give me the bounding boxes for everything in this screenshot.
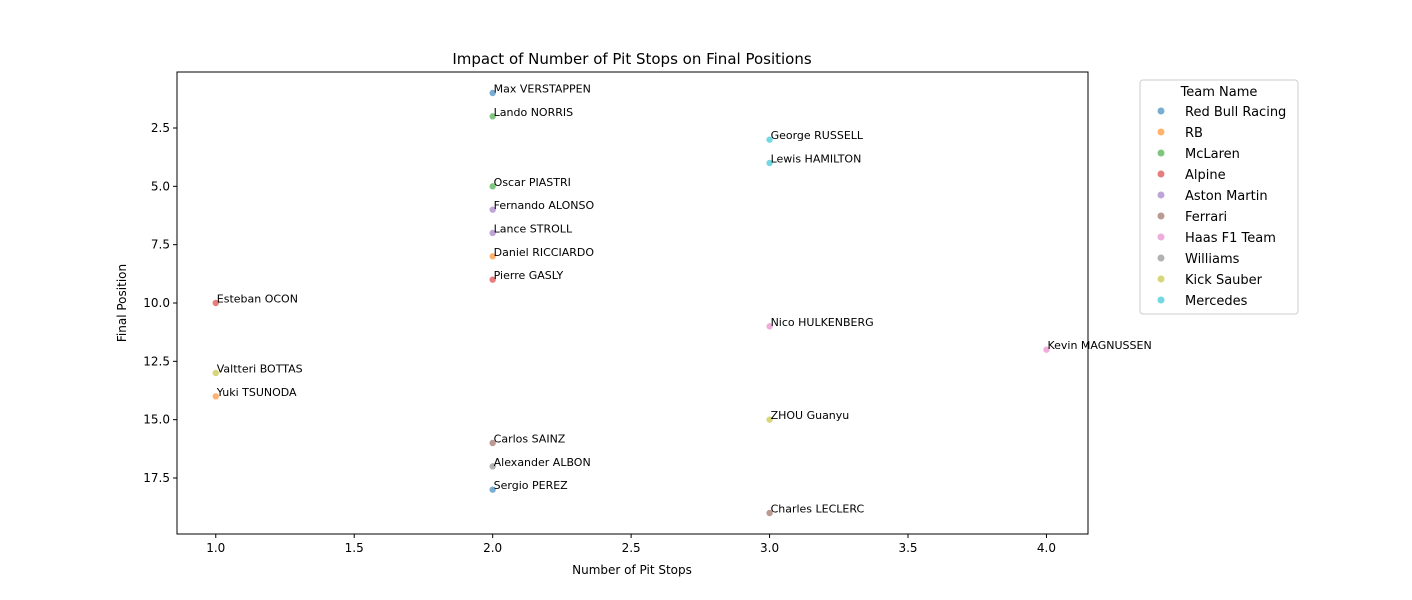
- legend-marker: [1157, 254, 1165, 262]
- legend-label: RB: [1185, 126, 1203, 141]
- data-point: [765, 322, 774, 331]
- data-point: [765, 509, 774, 517]
- y-tick-label: 7.5: [151, 238, 170, 252]
- point-label: Alexander ALBON: [494, 456, 591, 469]
- legend-label: Kick Sauber: [1185, 273, 1263, 288]
- point-label: ZHOU Guanyu: [771, 409, 850, 422]
- data-point: [765, 159, 774, 167]
- point-label: Fernando ALONSO: [494, 199, 595, 212]
- data-point: [488, 462, 497, 471]
- data-points: [211, 89, 1051, 517]
- data-point: [488, 182, 497, 191]
- y-axis: 2.5 5.0 7.5 10.0 12.5 15.0 17.5: [143, 121, 177, 485]
- point-label: George RUSSELL: [771, 129, 864, 142]
- data-point: [488, 439, 497, 447]
- y-tick-label: 2.5: [151, 121, 170, 135]
- point-label: Pierre GASLY: [494, 269, 564, 282]
- legend-title: Team Name: [1180, 85, 1258, 100]
- x-tick-label: 3.0: [760, 541, 779, 555]
- legend-marker: [1157, 233, 1165, 241]
- legend-label: Ferrari: [1185, 210, 1227, 225]
- data-point: [488, 252, 497, 261]
- x-tick-label: 3.5: [898, 541, 917, 555]
- data-point: [488, 485, 497, 494]
- y-tick-label: 17.5: [143, 471, 170, 485]
- data-point: [488, 89, 497, 97]
- data-point: [765, 415, 774, 424]
- point-label: Lance STROLL: [494, 223, 573, 236]
- legend-marker: [1157, 149, 1165, 157]
- y-tick-label: 15.0: [143, 413, 170, 427]
- point-label: Lewis HAMILTON: [771, 153, 862, 166]
- point-label: Yuki TSUNODA: [216, 386, 297, 399]
- x-tick-label: 2.0: [483, 541, 502, 555]
- point-label: Valtteri BOTTAS: [217, 363, 303, 376]
- legend-marker: [1157, 107, 1165, 115]
- x-tick-label: 1.0: [206, 541, 225, 555]
- point-label: Oscar PIASTRI: [494, 176, 571, 189]
- legend-label: Mercedes: [1185, 294, 1248, 309]
- point-label: Carlos SAINZ: [494, 433, 566, 446]
- y-tick-label: 10.0: [143, 296, 170, 310]
- legend-marker: [1157, 170, 1165, 178]
- data-point: [488, 112, 497, 121]
- chart-title: Impact of Number of Pit Stops on Final P…: [452, 50, 812, 68]
- point-label: Lando NORRIS: [494, 106, 573, 119]
- legend-marker: [1157, 275, 1165, 283]
- x-tick-label: 1.5: [345, 541, 364, 555]
- data-point: [488, 229, 497, 237]
- legend-marker: [1157, 191, 1165, 199]
- y-tick-label: 5.0: [151, 179, 170, 193]
- legend-label: Red Bull Racing: [1185, 105, 1286, 120]
- legend-marker: [1157, 296, 1165, 304]
- point-label: Daniel RICCIARDO: [494, 246, 595, 259]
- data-point: [488, 205, 497, 214]
- point-label: Esteban OCON: [217, 293, 298, 306]
- legend-marker: [1157, 128, 1165, 136]
- data-point: [488, 275, 497, 284]
- legend-label: Haas F1 Team: [1185, 231, 1276, 246]
- data-point: [1042, 345, 1051, 354]
- y-axis-label: Final Position: [115, 264, 129, 342]
- legend-entries: Red Bull Racing RB McLaren Alpine Aston Mart…: [1157, 105, 1286, 309]
- legend-box: [1139, 79, 1299, 315]
- legend-label: Alpine: [1185, 168, 1226, 183]
- y-tick-label: 12.5: [143, 354, 170, 368]
- legend-label: McLaren: [1185, 147, 1240, 162]
- legend-label: Aston Martin: [1185, 189, 1268, 204]
- data-point: [765, 135, 774, 144]
- x-tick-label: 4.0: [1037, 541, 1056, 555]
- point-label: Kevin MAGNUSSEN: [1047, 339, 1151, 352]
- legend: Team Name Red Bull Racing RB McLaren Alpine…: [1139, 79, 1299, 315]
- point-label: Charles LECLERC: [771, 503, 865, 516]
- data-point: [211, 299, 220, 307]
- x-axis-label: Number of Pit Stops: [572, 563, 692, 577]
- data-point: [211, 392, 220, 401]
- point-label: Max VERSTAPPEN: [494, 83, 591, 96]
- legend-label: Williams: [1185, 252, 1240, 267]
- legend-marker: [1157, 212, 1165, 220]
- point-label: Nico HULKENBERG: [771, 316, 874, 329]
- data-point: [211, 369, 220, 377]
- point-label: Sergio PEREZ: [494, 479, 569, 492]
- x-tick-label: 2.5: [622, 541, 641, 555]
- plot-frame: [176, 71, 1089, 535]
- x-axis: 1.0 1.5 2.0 2.5 3.0 3.5 4.0: [206, 534, 1056, 555]
- point-labels: Max VERSTAPPEN Lando NORRIS George RUSSELL…: [216, 83, 1152, 516]
